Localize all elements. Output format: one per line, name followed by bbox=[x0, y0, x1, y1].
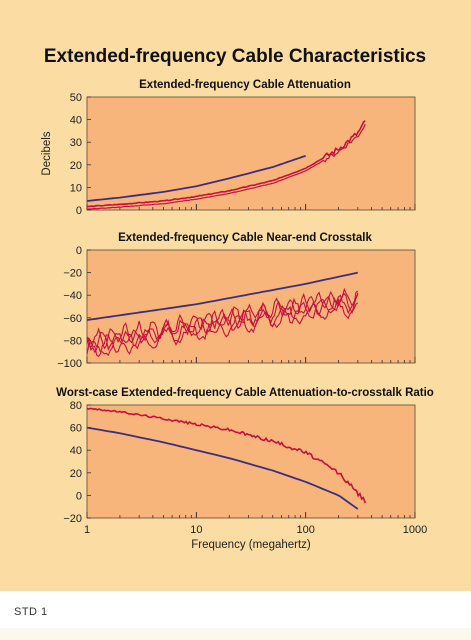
series-red-trace bbox=[86, 287, 359, 350]
y-tick-label: 40 bbox=[70, 115, 82, 127]
chart-title: Extended-frequency Cable Attenuation bbox=[139, 79, 351, 91]
chart-title: Worst-case Extended-frequency Cable Atte… bbox=[56, 387, 434, 399]
series-blue-line bbox=[86, 426, 359, 510]
y-tick-label: 0 bbox=[76, 245, 82, 257]
chart-2: Extended-frequency Cable Near-end Crosst… bbox=[57, 232, 416, 370]
y-tick-label: −20 bbox=[63, 513, 82, 525]
series-red-line bbox=[86, 123, 366, 210]
y-tick-label: 0 bbox=[76, 490, 82, 502]
series-red-trace bbox=[86, 292, 359, 354]
y-axis-label: Decibels bbox=[41, 131, 53, 175]
figure-title: Extended-frequency Cable Characteristics bbox=[44, 46, 426, 67]
chart-1: Extended-frequency Cable Attenuation 0 10 2… bbox=[41, 79, 416, 217]
chart-title: Extended-frequency Cable Near-end Crosst… bbox=[118, 232, 372, 244]
figure-caption: STD 1 bbox=[14, 606, 48, 618]
y-tick-label: 10 bbox=[70, 182, 82, 194]
x-tick-label: 1000 bbox=[403, 524, 427, 536]
y-tick-label: −60 bbox=[63, 313, 82, 325]
chart-3: Worst-case Extended-frequency Cable Atte… bbox=[56, 387, 434, 551]
bottom-strip bbox=[0, 628, 471, 640]
y-tick-label: −80 bbox=[63, 335, 82, 347]
y-tick-label: 20 bbox=[70, 160, 82, 172]
plot-area bbox=[86, 404, 416, 519]
y-tick-label: 20 bbox=[70, 468, 82, 480]
charts-container: Extended-frequency Cable Attenuation0102… bbox=[41, 79, 434, 551]
x-tick-label: 1 bbox=[84, 524, 90, 536]
series-red-line bbox=[86, 407, 366, 504]
series-blue-line bbox=[86, 271, 358, 321]
series-blue-line bbox=[86, 154, 306, 202]
y-tick-label: 60 bbox=[70, 423, 82, 435]
y-tick-label: 80 bbox=[70, 400, 82, 412]
x-tick-label: 10 bbox=[190, 524, 202, 536]
x-tick-label: 100 bbox=[296, 524, 314, 536]
y-tick-label: 30 bbox=[70, 137, 82, 149]
y-tick-label: 40 bbox=[70, 445, 82, 457]
y-tick-label: −40 bbox=[63, 290, 82, 302]
y-tick-label: 50 bbox=[70, 92, 82, 104]
plot-area bbox=[86, 249, 416, 364]
series-red-line bbox=[86, 120, 366, 208]
x-axis-label: Frequency (megahertz) bbox=[191, 539, 311, 551]
plot-area bbox=[86, 96, 416, 211]
y-tick-label: 0 bbox=[76, 205, 82, 217]
figure-svg: Extended-frequency Cable Characteristics… bbox=[41, 46, 434, 551]
series-red-trace bbox=[86, 294, 359, 358]
y-tick-label: −20 bbox=[63, 268, 82, 280]
y-tick-label: −100 bbox=[57, 358, 82, 370]
